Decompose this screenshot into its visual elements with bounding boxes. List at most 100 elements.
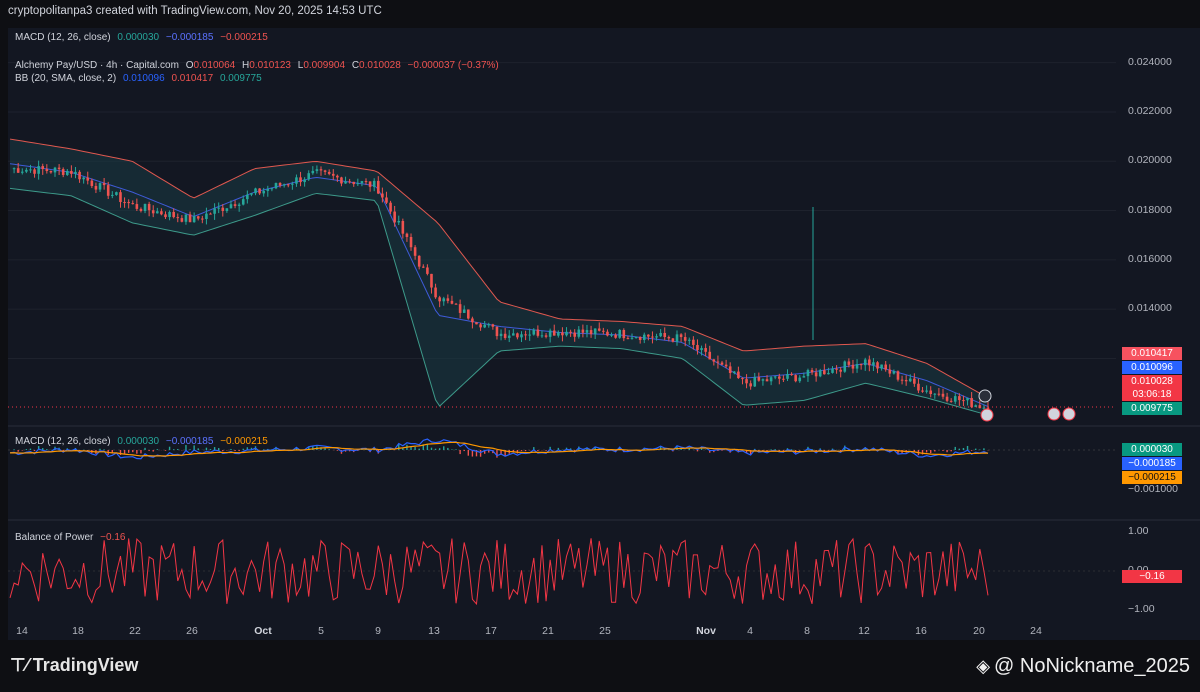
candle-body <box>880 364 883 369</box>
candle-body <box>250 193 253 195</box>
candle-body <box>970 398 973 408</box>
candle-body <box>45 169 49 172</box>
candle-body <box>454 303 458 305</box>
high-value: 0.010123 <box>249 60 291 71</box>
candle-body <box>716 361 720 363</box>
candle-body <box>319 169 323 171</box>
candle-body <box>872 362 875 366</box>
candle-body <box>389 202 392 212</box>
macd-v1: 0.000030 <box>117 436 160 447</box>
candle-body <box>700 348 703 351</box>
candle-body <box>610 334 613 336</box>
candle-body <box>209 213 212 215</box>
candle-body <box>201 218 204 220</box>
candle-body <box>385 197 388 203</box>
candle-body <box>786 374 789 379</box>
candle-body <box>331 173 335 176</box>
candle-body <box>532 329 536 335</box>
candle-body <box>814 372 818 377</box>
binance-diamond-icon: ◈ <box>976 656 991 676</box>
open-label: O <box>185 60 194 71</box>
candle-body <box>278 183 282 186</box>
candle-body <box>221 207 225 211</box>
candle-body <box>634 336 638 338</box>
time-tick-label: 24 <box>1030 625 1042 637</box>
candle-body <box>495 326 499 337</box>
candle-body <box>933 393 937 395</box>
macd-name[interactable]: MACD (12, 26, close) <box>15 436 111 447</box>
candle-body <box>450 300 454 304</box>
candle-body <box>29 169 32 171</box>
candle-body <box>184 214 188 222</box>
candle-body <box>57 167 61 170</box>
macd-top-name: MACD (12, 26, close) <box>15 32 111 43</box>
macd-line <box>9 438 989 460</box>
tradingview-logo: ⊤⁄ TradingView <box>10 655 138 676</box>
candle-body <box>679 334 683 338</box>
candle-body <box>401 220 405 234</box>
candle-body <box>266 189 270 191</box>
candle-body <box>258 188 261 194</box>
candle-body <box>131 203 135 205</box>
candle-body <box>475 322 478 325</box>
bar-countdown-label: 03:06:18 <box>1122 388 1182 401</box>
change-value: −0.000037 (−0.37%) <box>407 60 499 71</box>
candle-body <box>544 335 548 337</box>
candle-body <box>565 331 568 336</box>
candle-body <box>561 332 564 336</box>
candle-body <box>147 203 151 211</box>
candle-body <box>671 338 675 342</box>
candle-body <box>708 351 712 360</box>
macd-top-v3: −0.000215 <box>220 32 268 43</box>
time-tick-label: 8 <box>804 625 810 637</box>
bb-lower: 0.009775 <box>219 73 262 84</box>
candle-body <box>704 348 707 352</box>
bop-tick-label: −1.00 <box>1128 603 1155 615</box>
candle-body <box>156 211 159 214</box>
candle-body <box>917 383 920 391</box>
candle-body <box>978 405 982 409</box>
candle-body <box>728 366 732 373</box>
candle-body <box>667 337 671 339</box>
candle-body <box>851 364 855 369</box>
candle-body <box>573 332 577 337</box>
candle-body <box>90 180 94 186</box>
candle-body <box>868 359 871 366</box>
bb-basis-price-label: 0.010096 <box>1122 361 1182 374</box>
candle-body <box>397 220 401 223</box>
bop-value-label: −0.16 <box>1122 570 1182 583</box>
candle-body <box>164 214 167 218</box>
time-tick-label: 26 <box>186 625 198 637</box>
candle-body <box>855 364 859 369</box>
event-flag-icon <box>978 389 992 403</box>
candle-body <box>282 184 286 186</box>
bop-name[interactable]: Balance of Power <box>15 532 94 543</box>
macd-top-v1: 0.000030 <box>117 32 160 43</box>
candle-body <box>168 211 171 218</box>
candle-body <box>974 405 978 408</box>
candle-body <box>487 324 491 326</box>
candle-body <box>421 266 425 268</box>
symbol-title[interactable]: Alchemy Pay/USD · 4h · Capital.com <box>15 60 179 71</box>
close-label: C <box>351 60 360 71</box>
candle-body <box>769 377 773 382</box>
candle-body <box>520 334 523 338</box>
bb-name[interactable]: BB (20, SMA, close, 2) <box>15 73 117 84</box>
candle-body <box>651 336 654 338</box>
candle-body <box>569 331 572 333</box>
candle-body <box>270 188 274 190</box>
created-by-header: cryptopolitanpa3 created with TradingVie… <box>8 5 382 17</box>
candle-body <box>479 324 482 328</box>
candle-body <box>765 379 769 382</box>
time-tick-label: Oct <box>254 625 272 637</box>
candle-body <box>798 377 802 382</box>
candle-body <box>949 400 953 402</box>
time-tick-label: 17 <box>485 625 497 637</box>
price-axis[interactable] <box>1116 28 1200 640</box>
candle-body <box>74 171 77 174</box>
candle-body <box>127 202 130 204</box>
candle-body <box>262 190 266 194</box>
macd-tick-label: −0.001000 <box>1128 483 1178 495</box>
candle-body <box>229 204 233 209</box>
candle-body <box>675 334 679 342</box>
